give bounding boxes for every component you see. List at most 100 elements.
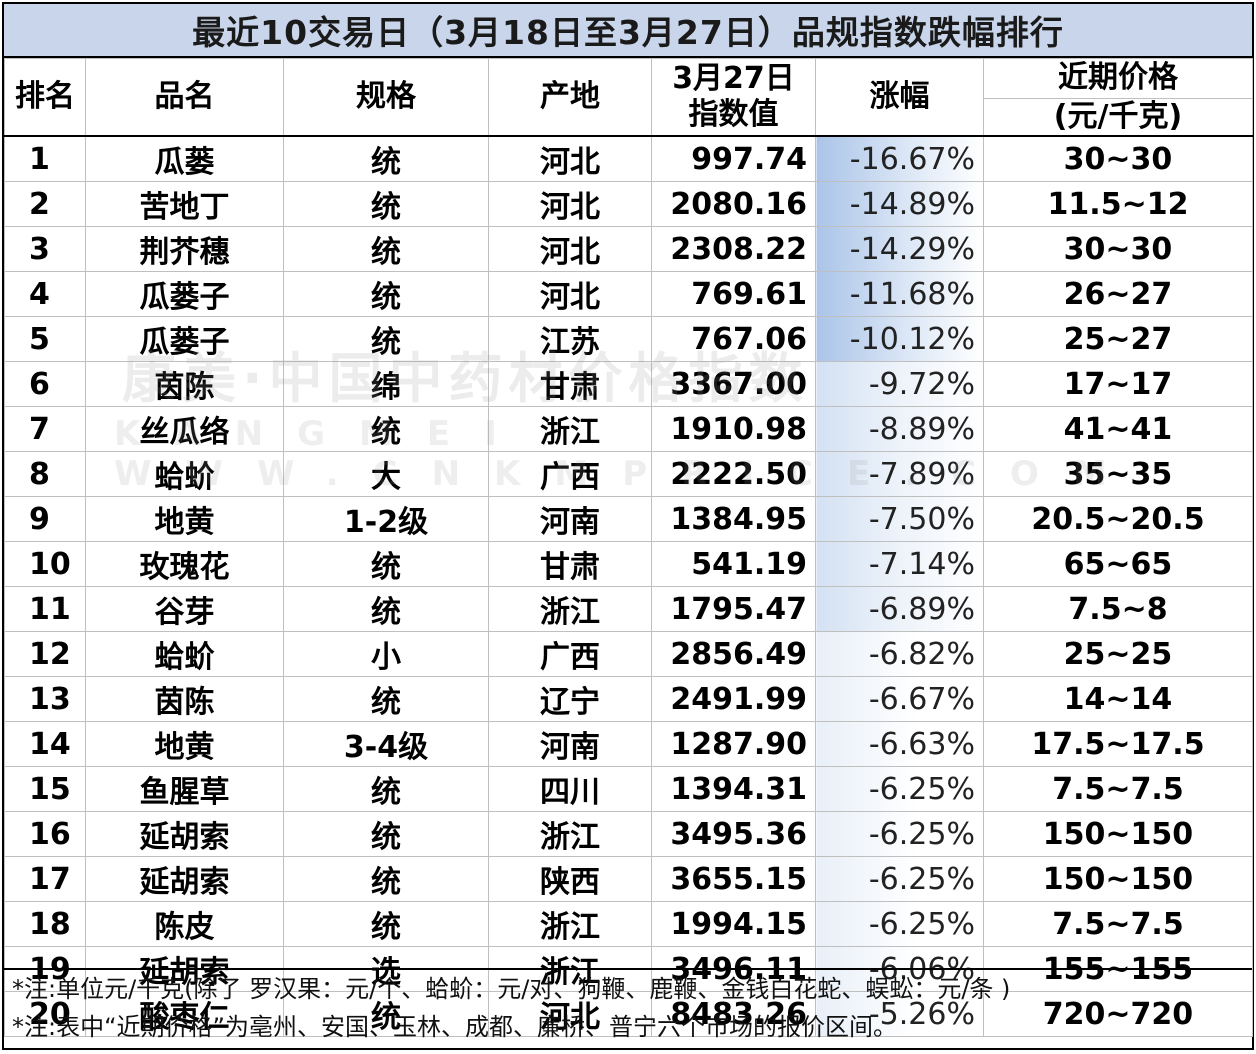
cell-name: 茵陈 (85, 676, 284, 722)
table-row: 12 蛤蚧小广西 2856.49 -6.82% 25~25 (4, 631, 1253, 677)
cell-index: 3655.15 (651, 856, 816, 902)
header-name: 品名 (85, 58, 284, 137)
cell-rank: 9 (4, 496, 86, 542)
cell-name: 瓜蒌子 (85, 271, 284, 317)
cell-price: 17~17 (983, 361, 1253, 407)
cell-spec: 统 (283, 226, 489, 272)
cell-name: 丝瓜络 (85, 406, 284, 452)
cell-origin: 陕西 (488, 856, 652, 902)
header-row: 排名 品名 规格 产地 3月27日 指数值 涨幅 近期价格 (元/千克) (4, 58, 1253, 137)
cell-name: 延胡索 (85, 856, 284, 902)
cell-change: -14.29% (815, 226, 984, 272)
table-row: 16 延胡索统浙江 3495.36 -6.25% 150~150 (4, 811, 1253, 857)
cell-origin: 浙江 (488, 406, 652, 452)
note-markets: *注:表中“近期价格”为亳州、安国、玉林、成都、廉桥、普宁六个市场的报价区间。 (12, 1013, 897, 1041)
cell-change: -16.67% (815, 135, 984, 182)
cell-price: 26~27 (983, 271, 1253, 317)
cell-index: 2491.99 (651, 676, 816, 722)
cell-origin: 甘肃 (488, 541, 652, 587)
cell-index: 2856.49 (651, 631, 816, 677)
header-rank: 排名 (4, 58, 86, 137)
cell-price: 30~30 (983, 135, 1253, 182)
table-row: 3 荆芥穗统河北 2308.22 -14.29% 30~30 (4, 226, 1253, 272)
cell-name: 地黄 (85, 721, 284, 767)
cell-name: 蛤蚧 (85, 631, 284, 677)
cell-price: 65~65 (983, 541, 1253, 587)
header-index: 3月27日 指数值 (651, 58, 816, 137)
cell-change: -9.72% (815, 361, 984, 407)
cell-price: 14~14 (983, 676, 1253, 722)
cell-spec: 统 (283, 541, 489, 587)
cell-index: 1384.95 (651, 496, 816, 542)
note-units: *注:单位元/千克(除了 罗汉果：元/个、蛤蚧：元/对、狗鞭、鹿鞭、金钱白花蛇、… (12, 975, 1011, 1003)
cell-rank: 16 (4, 811, 86, 857)
cell-change: -6.25% (815, 766, 984, 812)
cell-rank: 14 (4, 721, 86, 767)
table-row: 10 玫瑰花统甘肃 541.19 -7.14% 65~65 (4, 541, 1253, 587)
cell-spec: 统 (283, 766, 489, 812)
cell-name: 瓜蒌子 (85, 316, 284, 362)
cell-price: 150~150 (983, 856, 1253, 902)
cell-change: -7.14% (815, 541, 984, 587)
header-price-line2: (元/千克) (1053, 98, 1183, 134)
cell-price: 7.5~8 (983, 586, 1253, 632)
cell-change: -10.12% (815, 316, 984, 362)
cell-spec: 统 (283, 676, 489, 722)
cell-spec: 统 (283, 271, 489, 317)
cell-price: 720~720 (983, 991, 1253, 1037)
cell-name: 瓜蒌 (85, 135, 284, 182)
cell-change: -6.82% (815, 631, 984, 677)
table-row: 1 瓜蒌统河北 997.74 -16.67% 30~30 (4, 135, 1253, 182)
cell-index: 767.06 (651, 316, 816, 362)
cell-price: 20.5~20.5 (983, 496, 1253, 542)
table-row: 20 酸枣仁统河北 8483.26 -5.26% 720~720 (4, 991, 1253, 1037)
cell-rank: 5 (4, 316, 86, 362)
cell-name: 酸枣仁 (85, 991, 284, 1037)
cell-change: -14.89% (815, 181, 984, 227)
cell-origin: 甘肃 (488, 361, 652, 407)
cell-name: 茵陈 (85, 361, 284, 407)
cell-rank: 6 (4, 361, 86, 407)
cell-origin: 浙江 (488, 901, 652, 947)
cell-rank: 1 (4, 135, 86, 182)
cell-rank: 7 (4, 406, 86, 452)
cell-price: 17.5~17.5 (983, 721, 1253, 767)
cell-name: 苦地丁 (85, 181, 284, 227)
cell-index: 541.19 (651, 541, 816, 587)
cell-index: 769.61 (651, 271, 816, 317)
cell-origin: 辽宁 (488, 676, 652, 722)
cell-spec: 统 (283, 181, 489, 227)
table-row: 7 丝瓜络统浙江 1910.98 -8.89% 41~41 (4, 406, 1253, 452)
cell-price: 25~27 (983, 316, 1253, 362)
cell-origin: 河北 (488, 271, 652, 317)
cell-name: 鱼腥草 (85, 766, 284, 812)
cell-change: -6.67% (815, 676, 984, 722)
cell-origin: 浙江 (488, 811, 652, 857)
cell-change: -6.25% (815, 901, 984, 947)
cell-name: 荆芥穗 (85, 226, 284, 272)
cell-name: 谷芽 (85, 586, 284, 632)
cell-change: -7.50% (815, 496, 984, 542)
cell-price: 25~25 (983, 631, 1253, 677)
table-row: 13 茵陈统辽宁 2491.99 -6.67% 14~14 (4, 676, 1253, 722)
table-row: 6 茵陈绵甘肃 3367.00 -9.72% 17~17 (4, 361, 1253, 407)
table-row: 14 地黄 3-4级 河南 1287.90 -6.63% 17.5~17.5 (4, 721, 1253, 767)
cell-spec: 1-2级 (283, 496, 489, 542)
cell-spec: 3-4级 (283, 721, 489, 767)
table-row: 2 苦地丁统河北 2080.16 -14.89% 11.5~12 (4, 181, 1253, 227)
cell-origin: 河北 (488, 135, 652, 182)
cell-rank: 20 (4, 991, 86, 1037)
header-index-line1: 3月27日 (672, 61, 795, 96)
cell-origin: 广西 (488, 451, 652, 497)
cell-change: -6.63% (815, 721, 984, 767)
cell-origin: 河南 (488, 721, 652, 767)
table-row: 11 谷芽统浙江 1795.47 -6.89% 7.5~8 (4, 586, 1253, 632)
cell-change: -11.68% (815, 271, 984, 317)
header-index-line2: 指数值 (688, 97, 779, 132)
cell-index: 1795.47 (651, 586, 816, 632)
cell-change: -6.25% (815, 856, 984, 902)
cell-index: 3367.00 (651, 361, 816, 407)
cell-rank: 15 (4, 766, 86, 812)
table-row: 17 延胡索统陕西 3655.15 -6.25% 150~150 (4, 856, 1253, 902)
